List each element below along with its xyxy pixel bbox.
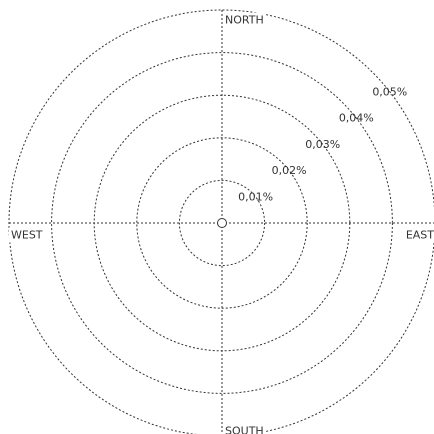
west-label: WEST — [11, 229, 43, 242]
radial-tick-label-group: 0,01% 0,02% 0,03% 0,04% 0,05% — [238, 85, 407, 203]
radial-tick-label: 0,05% — [372, 85, 407, 98]
ring-1 — [178, 179, 266, 267]
north-label-bg — [223, 12, 266, 28]
west-label-bg — [9, 227, 45, 243]
east-label: EAST — [406, 229, 434, 242]
ring-4 — [51, 52, 393, 394]
north-label: NORTH — [225, 14, 264, 27]
south-label-bg — [223, 423, 266, 434]
radial-tick-label: 0,04% — [339, 112, 374, 125]
radial-tick-label: 0,01% — [238, 190, 273, 203]
east-label-bg — [403, 227, 434, 243]
radial-tick-label: 0,03% — [305, 138, 340, 151]
direction-label-group: NORTH SOUTH WEST EAST — [9, 12, 434, 434]
center-dot — [217, 218, 227, 228]
south-label: SOUTH — [225, 425, 264, 434]
radial-tick-label: 0,02% — [272, 164, 307, 177]
ring-2 — [136, 137, 308, 309]
